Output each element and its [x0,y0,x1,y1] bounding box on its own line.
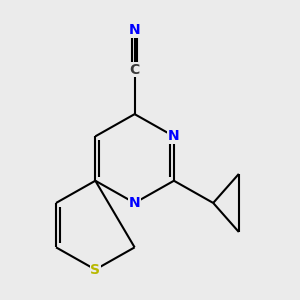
Text: S: S [90,262,100,277]
Text: N: N [168,129,180,143]
Text: N: N [129,196,140,210]
Text: C: C [130,63,140,77]
Text: N: N [129,23,140,38]
